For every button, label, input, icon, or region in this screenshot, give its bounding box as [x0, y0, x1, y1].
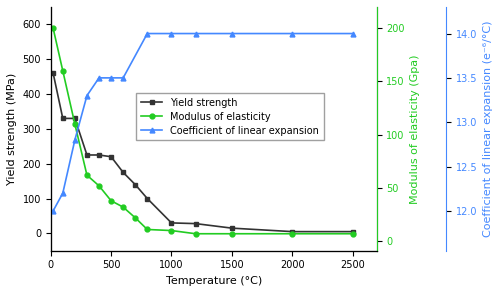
Yield strength [192, 222, 198, 225]
Y-axis label: Coefficient of linear expansion (e⁻⁶/°C): Coefficient of linear expansion (e⁻⁶/°C) [483, 21, 493, 237]
Modulus of elasticity [50, 26, 56, 30]
Yield strength [168, 221, 174, 225]
Modulus of elasticity [144, 228, 150, 231]
Modulus of elasticity [350, 232, 356, 236]
Modulus of elasticity [108, 199, 114, 202]
Modulus of elasticity [120, 205, 126, 209]
Coefficient of linear expansion [120, 76, 126, 80]
Coefficient of linear expansion [108, 76, 114, 80]
Coefficient of linear expansion [60, 191, 66, 195]
Yield strength [72, 117, 78, 120]
Yield strength [144, 197, 150, 200]
Modulus of elasticity [229, 232, 235, 236]
Line: Modulus of elasticity: Modulus of elasticity [50, 26, 355, 236]
Yield strength [50, 71, 56, 75]
Yield strength [289, 230, 295, 234]
Coefficient of linear expansion [50, 209, 56, 213]
Coefficient of linear expansion [84, 94, 90, 97]
Y-axis label: Modulus of elasticity (Gpa): Modulus of elasticity (Gpa) [410, 54, 420, 204]
Yield strength [120, 171, 126, 174]
Line: Yield strength: Yield strength [50, 71, 355, 234]
Modulus of elasticity [84, 173, 90, 177]
Coefficient of linear expansion [96, 76, 102, 80]
Coefficient of linear expansion [72, 138, 78, 142]
Yield strength [132, 183, 138, 186]
Coefficient of linear expansion [289, 32, 295, 35]
Coefficient of linear expansion [229, 32, 235, 35]
Modulus of elasticity [132, 216, 138, 219]
Modulus of elasticity [192, 232, 198, 236]
Yield strength [96, 153, 102, 157]
Line: Coefficient of linear expansion: Coefficient of linear expansion [50, 31, 355, 213]
Yield strength [229, 226, 235, 230]
Modulus of elasticity [168, 229, 174, 232]
Modulus of elasticity [96, 184, 102, 188]
Coefficient of linear expansion [350, 32, 356, 35]
Yield strength [350, 230, 356, 234]
X-axis label: Temperature (°C): Temperature (°C) [166, 276, 262, 286]
Modulus of elasticity [72, 122, 78, 126]
Modulus of elasticity [60, 69, 66, 73]
Yield strength [84, 153, 90, 157]
Coefficient of linear expansion [168, 32, 174, 35]
Legend: Yield strength, Modulus of elasticity, Coefficient of linear expansion: Yield strength, Modulus of elasticity, C… [136, 93, 324, 140]
Coefficient of linear expansion [192, 32, 198, 35]
Modulus of elasticity [289, 232, 295, 236]
Coefficient of linear expansion [144, 32, 150, 35]
Yield strength [60, 117, 66, 120]
Y-axis label: Yield strength (MPa): Yield strength (MPa) [7, 73, 17, 185]
Yield strength [108, 155, 114, 159]
